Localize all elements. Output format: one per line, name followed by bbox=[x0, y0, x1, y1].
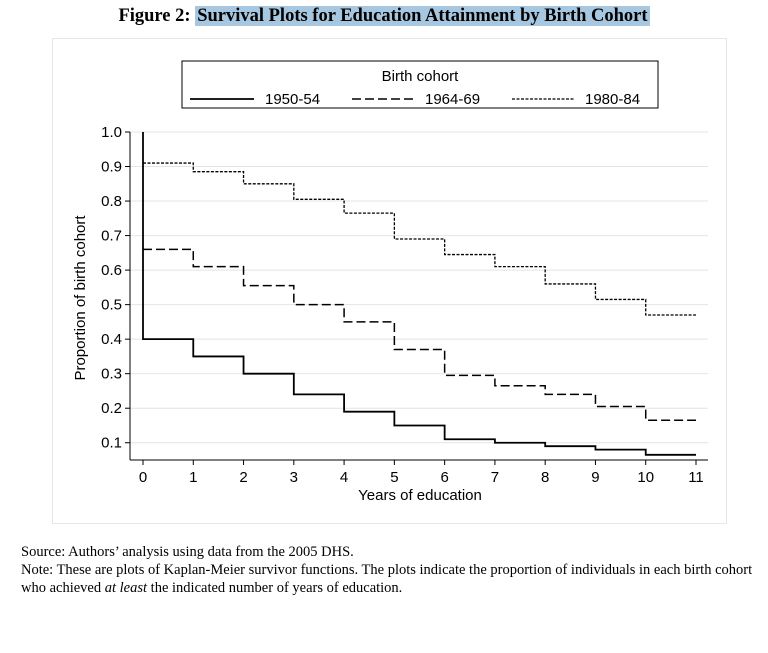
method-note-prefix: Note: These are plots of Kaplan-Meier su… bbox=[21, 562, 753, 596]
figure-label: Figure 2: bbox=[118, 6, 191, 26]
series-line-1964-69 bbox=[143, 248, 696, 422]
x-tick-label: 3 bbox=[290, 469, 298, 486]
y-tick-label: 0.9 bbox=[101, 159, 122, 176]
y-tick-label: 0.6 bbox=[101, 262, 122, 279]
x-tick-label: 11 bbox=[688, 469, 704, 486]
x-tick-label: 5 bbox=[390, 469, 398, 486]
series-line-1950-54 bbox=[142, 132, 696, 456]
y-tick-label: 0.1 bbox=[101, 435, 122, 452]
y-tick-label: 0.4 bbox=[101, 331, 122, 348]
legend-box bbox=[181, 60, 659, 109]
y-axis-title: Proportion of birth cohort bbox=[72, 215, 89, 381]
series-line-1980-84 bbox=[143, 162, 696, 316]
x-tick-label: 6 bbox=[440, 469, 448, 486]
x-tick-label: 9 bbox=[591, 469, 599, 486]
x-tick-label: 7 bbox=[491, 469, 499, 486]
x-tick-label: 0 bbox=[139, 469, 147, 486]
legend-label-1980-84: 1980-84 bbox=[585, 91, 640, 108]
x-tick-label: 8 bbox=[541, 469, 549, 486]
y-tick-label: 0.2 bbox=[101, 400, 122, 417]
legend: Birth cohort 1950-54 1964-69 1980-84 bbox=[181, 60, 659, 109]
series-lines bbox=[142, 132, 696, 456]
figure-title: Figure 2: Survival Plots for Education A… bbox=[0, 6, 768, 27]
x-tick-label: 1 bbox=[189, 469, 197, 486]
y-tick-label: 0.3 bbox=[101, 366, 122, 383]
legend-label-1964-69: 1964-69 bbox=[425, 91, 480, 108]
grid-lines bbox=[130, 131, 708, 444]
figure-notes: Source: Authors’ analysis using data fro… bbox=[21, 543, 761, 597]
y-tick-label: 1.0 bbox=[101, 124, 122, 141]
legend-title: Birth cohort bbox=[382, 68, 460, 85]
method-note-emphasis: at least bbox=[104, 580, 148, 596]
x-tick-label: 10 bbox=[637, 469, 654, 486]
method-note-suffix: the indicated number of years of educati… bbox=[147, 580, 403, 596]
y-tick-label: 0.7 bbox=[101, 228, 122, 245]
legend-label-1950-54: 1950-54 bbox=[265, 91, 320, 108]
method-note: Note: These are plots of Kaplan-Meier su… bbox=[21, 561, 761, 597]
axes: 0.1 0.2 0.3 0.4 0.5 0.6 0.7 0.8 0.9 1.0 0 1 2 3 4 5 6 7 8 9… bbox=[72, 124, 708, 504]
y-tick-label: 0.8 bbox=[101, 193, 122, 210]
x-tick-label: 2 bbox=[239, 469, 247, 486]
y-tick-label: 0.5 bbox=[101, 297, 122, 314]
x-axis-title: Years of education bbox=[358, 487, 482, 504]
x-tick-label: 4 bbox=[340, 469, 348, 486]
source-note: Source: Authors’ analysis using data fro… bbox=[21, 544, 354, 560]
figure-title-text: Survival Plots for Education Attainment … bbox=[195, 6, 650, 26]
